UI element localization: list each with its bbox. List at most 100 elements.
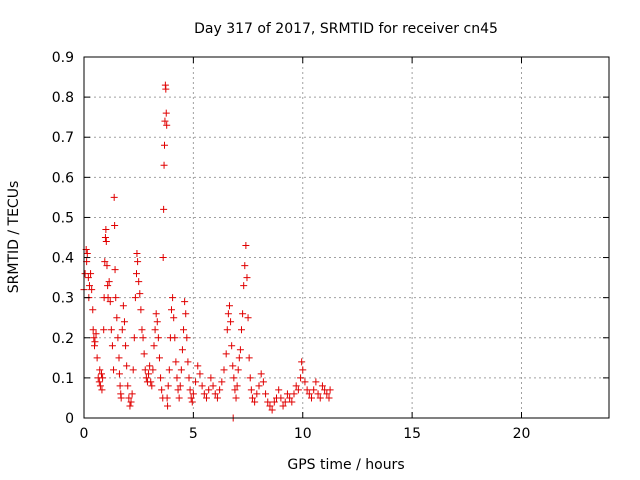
y-tick-label: 0.9 (52, 50, 74, 66)
data-point (89, 326, 97, 334)
data-point (149, 366, 157, 374)
data-point (115, 354, 123, 362)
data-point (87, 270, 95, 278)
data-point (152, 310, 160, 318)
data-point (281, 398, 289, 406)
data-point (182, 310, 190, 318)
data-point (246, 374, 254, 382)
data-point (136, 290, 144, 298)
data-point (107, 326, 115, 334)
x-tick-label: 15 (403, 426, 421, 442)
data-point (225, 302, 233, 310)
data-point (196, 370, 204, 378)
plot-frame (83, 56, 610, 419)
data-point (125, 394, 133, 402)
data-point (104, 282, 112, 290)
data-point (158, 386, 166, 394)
data-point (326, 386, 334, 394)
data-point (111, 266, 119, 274)
data-point (162, 109, 170, 117)
data-point (133, 270, 140, 278)
data-point (155, 354, 163, 362)
data-point (96, 366, 104, 374)
data-point (151, 326, 159, 334)
data-point (98, 386, 106, 394)
data-point (188, 398, 196, 406)
data-point (108, 342, 116, 350)
data-point (114, 334, 122, 342)
data-point (186, 386, 194, 394)
data-point (248, 394, 256, 402)
data-point (220, 366, 228, 374)
chart-title: Day 317 of 2017, SRMTID for receiver cn4… (194, 21, 498, 37)
data-point (231, 386, 239, 394)
data-point (113, 314, 121, 322)
data-point (184, 358, 192, 366)
data-point (145, 370, 153, 378)
data-point (229, 362, 237, 370)
data-point (253, 390, 261, 398)
data-point (298, 358, 306, 366)
data-point (286, 394, 294, 402)
data-point (232, 394, 240, 402)
data-point (92, 330, 100, 338)
data-point (259, 378, 267, 386)
data-point (244, 314, 252, 322)
y-tick-label: 0.3 (52, 291, 74, 307)
data-point (91, 338, 99, 346)
data-point (174, 386, 182, 394)
y-tick-label: 0.6 (52, 170, 74, 186)
data-point (137, 306, 145, 314)
data-point (141, 366, 149, 374)
data-points (80, 81, 334, 422)
data-point (245, 354, 253, 362)
tick-labels: 0 5 10 15 20 0 0.1 0.2 0.3 0.4 0.5 0.6 0.7 0.8 0.9 (52, 50, 531, 442)
data-point (235, 354, 243, 362)
data-point (171, 334, 179, 342)
y-tick-label: 0.2 (52, 331, 74, 347)
data-point (203, 394, 210, 402)
data-point (164, 402, 172, 410)
data-point (175, 394, 183, 402)
data-point (85, 282, 93, 290)
data-point (177, 366, 185, 374)
data-point (115, 370, 123, 378)
data-point (102, 225, 110, 233)
data-point (88, 286, 96, 294)
data-point (200, 390, 208, 398)
data-point (303, 386, 311, 394)
data-point (268, 406, 276, 414)
data-point (104, 294, 112, 302)
data-point (161, 141, 168, 149)
data-point (124, 382, 132, 390)
y-tick-label: 0.5 (52, 210, 74, 226)
data-point (134, 258, 142, 266)
data-point (112, 294, 120, 302)
data-point (122, 342, 130, 350)
data-point (98, 370, 105, 378)
data-point (236, 346, 244, 354)
data-point (117, 394, 125, 402)
data-point (133, 250, 141, 258)
data-point (90, 334, 98, 342)
data-point (148, 382, 156, 390)
data-point (110, 366, 118, 374)
data-point (118, 326, 126, 334)
data-point (241, 262, 249, 270)
data-point (120, 318, 128, 326)
data-point (305, 390, 313, 398)
data-point (251, 398, 259, 406)
data-point (172, 358, 180, 366)
data-point (127, 398, 135, 406)
data-point (126, 402, 134, 410)
data-point (227, 318, 235, 326)
data-point (160, 161, 168, 169)
data-point (205, 386, 213, 394)
data-point (105, 278, 113, 286)
data-point (294, 386, 302, 394)
data-point (192, 378, 200, 386)
data-point (240, 282, 248, 290)
data-point (318, 382, 326, 390)
data-point (233, 382, 241, 390)
